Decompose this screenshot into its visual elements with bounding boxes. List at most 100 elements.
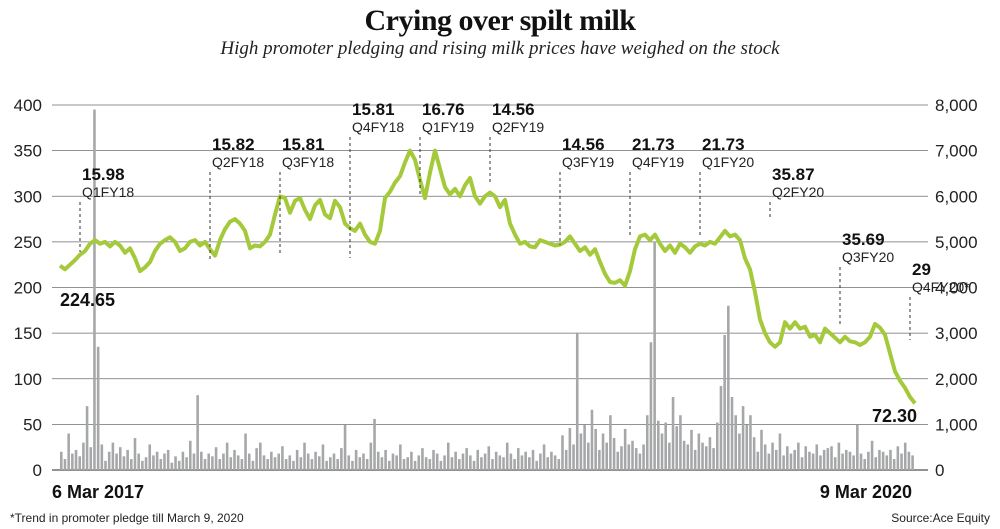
volume-bar xyxy=(620,446,623,470)
volume-bar xyxy=(424,457,428,470)
volume-bar xyxy=(130,459,133,470)
annotation-quarter: Q3FY19 xyxy=(562,154,614,170)
volume-bar xyxy=(454,451,457,470)
volume-bar xyxy=(435,453,439,470)
volume-bar xyxy=(686,444,690,470)
volume-bar xyxy=(727,305,730,470)
right-tick-label: 5,000 xyxy=(935,233,978,252)
volume-bar xyxy=(848,451,852,470)
volume-bar xyxy=(852,455,855,470)
volume-bar xyxy=(413,460,417,470)
volume-bar xyxy=(96,346,100,470)
volume-bar xyxy=(406,457,410,470)
volume-bar xyxy=(476,449,480,470)
volume-bar xyxy=(826,448,830,470)
volume-bar xyxy=(701,442,704,470)
volume-bar xyxy=(288,455,292,470)
volume-bar xyxy=(682,440,686,470)
volume-bar xyxy=(715,422,719,470)
volume-bar xyxy=(491,459,494,470)
volume-bar xyxy=(410,451,413,470)
volume-bar xyxy=(133,438,137,470)
left-tick-label: 250 xyxy=(14,233,42,252)
volume-bar xyxy=(892,459,896,470)
volume-bar xyxy=(804,446,808,470)
volume-bar xyxy=(583,424,586,470)
annotation-value: 29 xyxy=(912,260,931,279)
right-tick-label: 3,000 xyxy=(935,324,978,343)
volume-bar xyxy=(612,438,616,470)
volume-bar xyxy=(458,459,461,470)
left-tick-label: 0 xyxy=(33,461,42,480)
volume-bar xyxy=(126,449,129,470)
left-tick-label: 300 xyxy=(14,187,42,206)
volume-bar xyxy=(340,448,343,470)
volume-bar xyxy=(505,442,509,470)
annotation-value: 35.87 xyxy=(772,165,815,184)
volume-bar xyxy=(601,433,605,470)
volume-bars xyxy=(60,109,914,470)
volume-bar xyxy=(760,429,763,470)
volume-bar xyxy=(446,442,450,470)
volume-bar xyxy=(185,457,188,470)
volume-bar xyxy=(181,451,185,470)
volume-bar xyxy=(111,442,115,470)
left-tick-label: 350 xyxy=(14,142,42,161)
volume-bar xyxy=(542,444,546,470)
volume-bar xyxy=(723,334,726,470)
annotation-quarter: Q4FY18 xyxy=(352,119,404,135)
volume-bar xyxy=(903,442,907,470)
volume-bar xyxy=(844,449,848,470)
volume-bar xyxy=(214,447,218,470)
right-tick-label: 7,000 xyxy=(935,142,978,161)
right-tick-label: 6,000 xyxy=(935,187,978,206)
volume-bar xyxy=(623,428,627,470)
volume-bar xyxy=(815,444,819,470)
volume-bar xyxy=(863,459,866,470)
annotation-quarter: Q4FY19 xyxy=(632,154,684,170)
volume-bar xyxy=(417,455,421,470)
volume-bar xyxy=(693,449,697,470)
volume-bar xyxy=(575,333,579,470)
annotation-value: 35.69 xyxy=(842,230,885,249)
volume-bar xyxy=(450,457,454,470)
annotation-value: 14.56 xyxy=(562,135,605,154)
volume-bar xyxy=(284,459,288,470)
volume-bar xyxy=(642,444,645,470)
volume-bar xyxy=(513,459,516,470)
volume-bar xyxy=(461,453,465,470)
volume-bar xyxy=(85,406,89,470)
volume-bar xyxy=(148,444,152,470)
volume-bar xyxy=(295,449,299,470)
start-price-label: 224.65 xyxy=(60,290,115,310)
volume-bar xyxy=(609,415,612,470)
volume-bar xyxy=(343,424,347,470)
volume-bar xyxy=(317,456,321,470)
volume-bar xyxy=(763,444,767,470)
volume-bar xyxy=(369,442,373,470)
volume-bar xyxy=(524,451,527,470)
volume-bar xyxy=(472,460,476,470)
price-series-line xyxy=(58,148,917,405)
volume-bar xyxy=(664,422,667,470)
volume-bar xyxy=(63,459,67,470)
volume-bar xyxy=(487,446,491,470)
volume-bar xyxy=(93,109,96,470)
volume-bar xyxy=(568,428,572,470)
volume-bar xyxy=(71,453,74,470)
volume-bar xyxy=(395,455,398,470)
axis-labels: 400 8,000 350 7,000 300 6,000 250 5,000 200 4,000… xyxy=(14,96,978,480)
volume-bar xyxy=(793,449,796,470)
volume-bar xyxy=(660,433,664,470)
volume-bar xyxy=(878,449,881,470)
volume-bar xyxy=(358,457,362,470)
chart-subtitle: High promoter pledging and rising milk p… xyxy=(220,38,780,59)
volume-bar xyxy=(502,457,505,470)
volume-bar xyxy=(870,440,874,470)
annotation-quarter: Q2FY20 xyxy=(772,184,824,200)
volume-bar xyxy=(800,457,804,470)
volume-bar xyxy=(259,442,262,470)
volume-bar xyxy=(778,433,782,470)
volume-bar xyxy=(587,442,590,470)
annotation-value: 16.76 xyxy=(422,100,465,119)
